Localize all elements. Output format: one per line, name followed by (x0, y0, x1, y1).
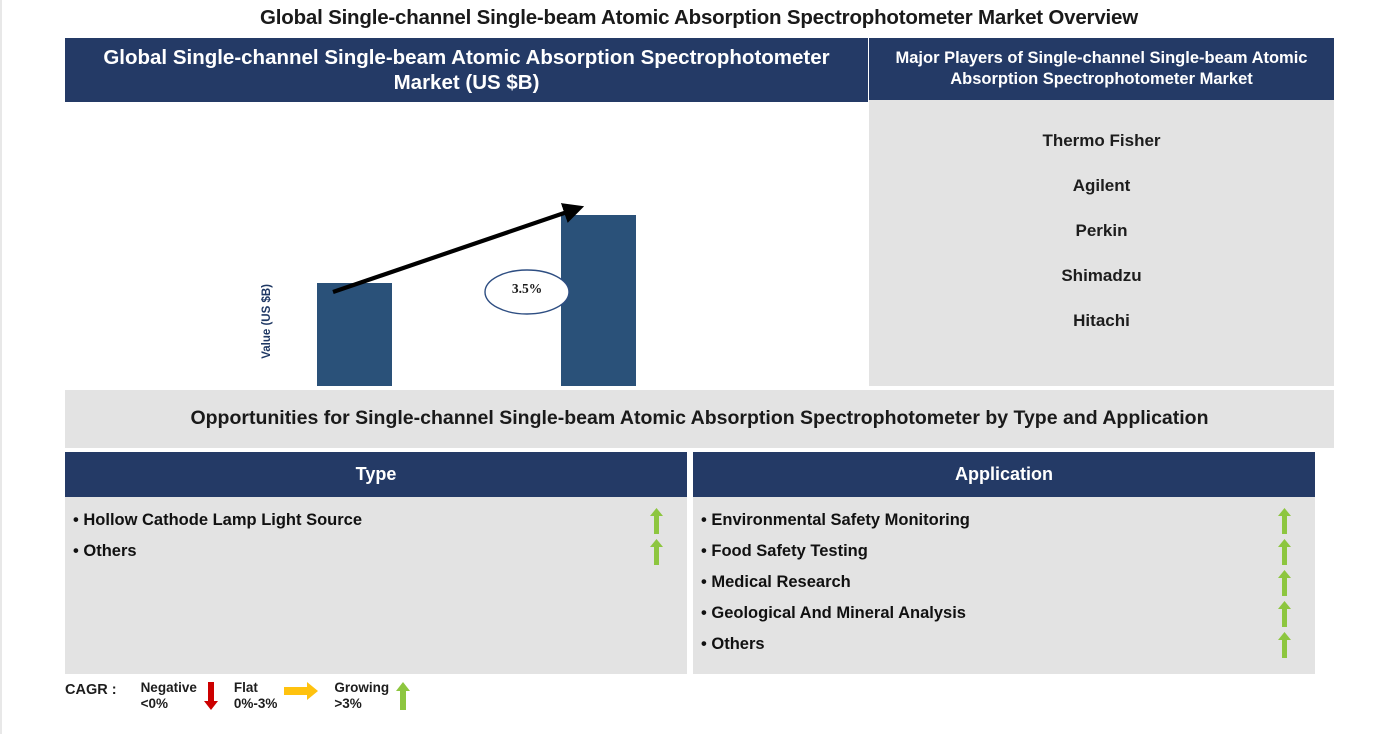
players-list: Thermo Fisher Agilent Perkin Shimadzu Hi… (869, 100, 1334, 344)
up-arrow-icon (1275, 631, 1293, 658)
legend-title: CAGR : (65, 682, 117, 698)
cagr-ellipse (484, 269, 570, 315)
bar-2025 (317, 283, 392, 386)
legend-growing-text: Growing >3% (334, 680, 389, 713)
legend-item-negative: Negative <0% (141, 680, 224, 713)
list-item: • Medical Research (693, 567, 1315, 598)
type-column: Type • Hollow Cathode Lamp Light Source … (65, 452, 687, 674)
application-item-label: • Food Safety Testing (701, 542, 868, 560)
list-item: • Others (693, 629, 1315, 660)
opportunities-banner: Opportunities for Single-channel Single-… (65, 390, 1334, 448)
list-item: Shimadzu (1061, 266, 1142, 285)
growth-arrow (332, 203, 585, 294)
application-column-header: Application (693, 452, 1315, 497)
application-column: Application • Environmental Safety Monit… (693, 452, 1315, 674)
legend-negative-text: Negative <0% (141, 680, 197, 713)
y-axis-title: Value (US $B) (261, 284, 273, 359)
application-item-label: • Medical Research (701, 573, 851, 591)
legend-flat-text: Flat 0%-3% (234, 680, 278, 713)
cagr-legend: CAGR : Negative <0% Flat 0%-3% Growing >… (65, 680, 426, 724)
type-item-label: • Hollow Cathode Lamp Light Source (73, 511, 363, 529)
legend-negative-name: Negative (140, 680, 197, 695)
list-item: • Food Safety Testing (693, 536, 1315, 567)
list-item: Hitachi (1073, 311, 1130, 330)
right-arrow-icon (284, 680, 319, 700)
list-item: Agilent (1072, 176, 1131, 195)
legend-growing-range: >3% (334, 696, 362, 712)
legend-negative-range: <0% (140, 696, 168, 712)
players-panel-header: Major Players of Single-channel Single-b… (869, 38, 1334, 100)
list-item: • Hollow Cathode Lamp Light Source (65, 505, 687, 536)
list-item: • Environmental Safety Monitoring (693, 505, 1315, 536)
down-arrow-icon (203, 680, 218, 710)
application-item-label: • Environmental Safety Monitoring (701, 511, 970, 529)
type-item-label: • Others (73, 542, 137, 560)
up-arrow-icon (1275, 569, 1293, 596)
application-item-label: • Others (701, 635, 765, 653)
major-players-panel: Major Players of Single-channel Single-b… (869, 38, 1334, 386)
type-column-body: • Hollow Cathode Lamp Light Source • Oth… (65, 497, 687, 567)
bar-2031 (561, 215, 636, 386)
market-chart-panel: Global Single-channel Single-beam Atomic… (65, 38, 868, 446)
up-arrow-icon (647, 507, 665, 534)
legend-flat-name: Flat (233, 680, 258, 695)
page-title: Global Single-channel Single-beam Atomic… (260, 6, 1138, 29)
application-item-label: • Geological And Mineral Analysis (701, 604, 966, 622)
top-row: Global Single-channel Single-beam Atomic… (65, 38, 1334, 446)
market-bar-chart: Value (US $B) 3.5% 2025 2031 Source : Lu… (65, 102, 868, 446)
legend-item-growing: Growing >3% (334, 680, 416, 713)
legend-item-flat: Flat 0%-3% (234, 680, 325, 713)
legend-growing-name: Growing (334, 680, 390, 695)
up-arrow-icon (1275, 600, 1293, 627)
list-item: Thermo Fisher (1042, 131, 1161, 150)
up-arrow-icon (1275, 507, 1293, 534)
legend-flat-range: 0%-3% (233, 696, 278, 712)
up-arrow-icon (647, 538, 665, 565)
list-item: Perkin (1075, 221, 1128, 240)
chart-svg (317, 203, 636, 386)
list-item: • Geological And Mineral Analysis (693, 598, 1315, 629)
market-panel-header: Global Single-channel Single-beam Atomic… (65, 38, 868, 102)
up-arrow-icon (1275, 538, 1293, 565)
list-item: • Others (65, 536, 687, 567)
up-arrow-icon (396, 680, 411, 710)
cagr-value-label: 3.5% (511, 281, 543, 296)
type-column-header: Type (65, 452, 687, 497)
application-column-body: • Environmental Safety Monitoring • Food… (693, 497, 1315, 660)
opportunities-columns: Type • Hollow Cathode Lamp Light Source … (65, 452, 1334, 674)
